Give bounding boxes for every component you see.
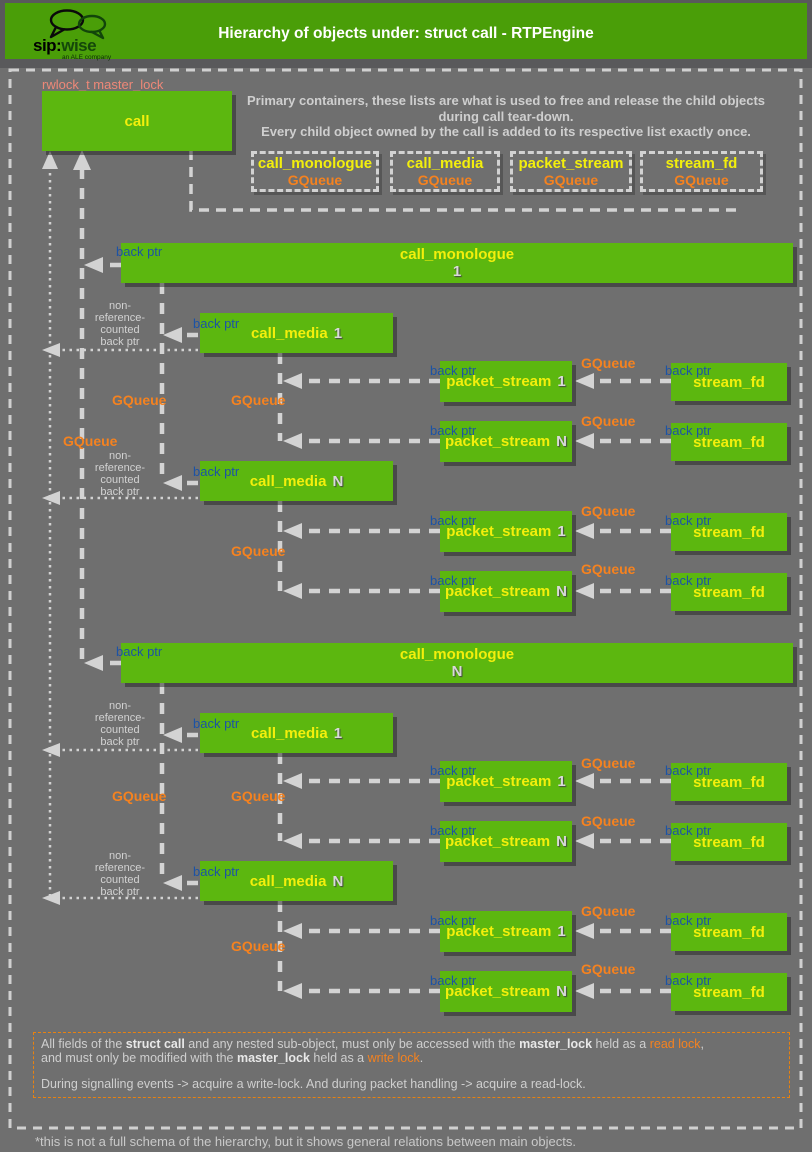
back-ptr-label: back ptr [430,973,477,988]
call-to-queues-line [189,150,740,212]
back-ptr-label: back ptr [665,363,712,378]
node-stream-fd: stream_fd [671,573,787,611]
node-stream-fd: stream_fd [671,763,787,801]
gqueue-label: GQueue [231,938,286,954]
back-ptr-label: back ptr [430,763,477,778]
node-packet-stream: packet_stream 1 [440,361,572,402]
back-ptr-label: back ptr [665,823,712,838]
node-call-media-nb: call_media N [200,861,393,901]
node-packet-stream: packet_stream 1 [440,511,572,552]
node-packet-stream: packet_stream N [440,571,572,612]
back-ptr-label: back ptr [430,363,477,378]
back-ptr-label: back ptr [430,823,477,838]
back-ptr-label: back ptr [430,513,477,528]
node-call-media-1a: call_media 1 [200,313,393,353]
back-ptr-label: back ptr [116,644,163,659]
intro-text: Primary containers, these lists are what… [246,93,766,139]
back-ptr-label: back ptr [193,716,240,731]
gqueue-label: GQueue [231,788,286,804]
node-packet-stream: packet_stream 1 [440,761,572,802]
back-ptr-label: back ptr [665,913,712,928]
back-ptr-label: back ptr [193,864,240,879]
gqueue-label: GQueue [581,413,636,429]
diagram-border [8,68,803,1130]
node-call-media-na: call_media N [200,461,393,501]
node-stream-fd: stream_fd [671,913,787,951]
lock-rule-line-3: During signalling events -> acquire a wr… [41,1077,586,1091]
gqueue-label: GQueue [581,813,636,829]
back-ptr-label: back ptr [430,423,477,438]
gqueue-label: GQueue [581,961,636,977]
footnote: *this is not a full schema of the hierar… [35,1134,576,1149]
node-stream-fd: stream_fd [671,973,787,1011]
sipwise-logo: sip:wise an ALE company [31,7,141,61]
back-ptr-label: back ptr [665,573,712,588]
rwlock-label: rwlock_t master_lock [42,77,164,92]
node-call-monologue-n: call_monologue N [121,643,793,683]
gqueue-label: GQueue [112,392,167,408]
queue-box-call-media: call_media GQueue [390,151,500,192]
node-packet-stream: packet_stream 1 [440,911,572,952]
back-ptr-label: back ptr [430,573,477,588]
node-stream-fd: stream_fd [671,363,787,401]
node-packet-stream: packet_stream N [440,421,572,462]
back-ptr-label: back ptr [665,973,712,988]
non-ref-back-ptr-label: non-reference-counted back ptr [94,850,146,898]
node-packet-stream: packet_stream N [440,971,572,1012]
lock-rules-box: All fields of the struct call and any ne… [33,1032,790,1098]
node-stream-fd: stream_fd [671,823,787,861]
page-title: Hierarchy of objects under: struct call … [218,25,594,42]
logo-wordmark: sip:wise [33,36,97,56]
node-packet-stream: packet_stream N [440,821,572,862]
gqueue-label: GQueue [581,755,636,771]
gqueue-label: GQueue [581,903,636,919]
queue-box-call-monologue: call_monologue GQueue [251,151,379,192]
gqueue-label: GQueue [231,392,286,408]
logo-wise: wise [61,36,97,55]
gqueue-label: GQueue [112,788,167,804]
back-ptr-label: back ptr [193,464,240,479]
back-ptr-label: back ptr [665,423,712,438]
header-bar: sip:wise an ALE company Hierarchy of obj… [5,3,807,61]
gqueue-label: GQueue [581,561,636,577]
back-ptr-label: back ptr [193,316,240,331]
back-ptr-label: back ptr [430,913,477,928]
lock-rule-line-2: and must only be modified with the maste… [41,1050,424,1065]
back-ptr-label: back ptr [116,244,163,259]
non-ref-back-ptr-label: non-reference-counted back ptr [94,450,146,498]
lock-rule-line-1: All fields of the struct call and any ne… [41,1037,704,1051]
node-call-media-1b: call_media 1 [200,713,393,753]
back-ptr-label: back ptr [665,513,712,528]
node-call: call [42,91,232,151]
gqueue-label: GQueue [231,543,286,559]
node-stream-fd: stream_fd [671,513,787,551]
gqueue-label: GQueue [581,355,636,371]
non-ref-back-ptr-label: non-reference-counted back ptr [94,700,146,748]
speech-bubbles-icon [49,9,107,40]
queue-box-stream-fd: stream_fd GQueue [640,151,763,192]
logo-tagline: an ALE company [62,54,112,61]
back-ptr-label: back ptr [665,763,712,778]
non-ref-back-ptr-label: non-reference-counted back ptr [94,300,146,348]
queue-box-packet-stream: packet_stream GQueue [510,151,632,192]
gqueue-label: GQueue [581,503,636,519]
node-stream-fd: stream_fd [671,423,787,461]
logo-sip: sip: [33,36,62,55]
gqueue-label: GQueue [63,433,118,449]
node-call-monologue-1: call_monologue 1 [121,243,793,283]
